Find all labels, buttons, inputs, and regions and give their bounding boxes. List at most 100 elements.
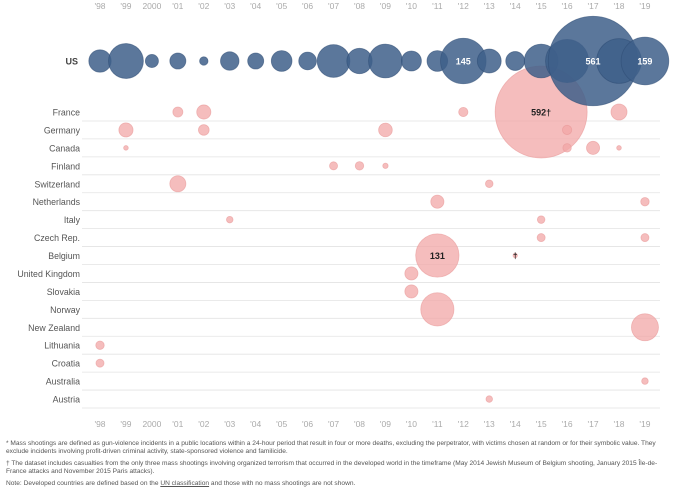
- bubble-germany-02: [198, 124, 210, 136]
- bubble-new-zealand-19: [631, 313, 659, 342]
- country-label-norway: Norway: [50, 305, 80, 315]
- bubble-us-05: [270, 50, 293, 72]
- year-label-top: '13: [484, 1, 495, 11]
- footnote-developed-countries: Note: Developed countries are defined ba…: [6, 479, 356, 487]
- bubble-slovakia-10: [404, 284, 419, 299]
- bubble-us-03: [220, 51, 240, 71]
- data-label-belgium-11: 131: [430, 251, 445, 261]
- footnote-definition: * Mass shootings are defined as gun-viol…: [6, 440, 656, 456]
- bubble-us-14: [505, 51, 526, 71]
- year-label-top: '05: [276, 1, 287, 11]
- bubble-italy-03: [226, 215, 234, 224]
- bubble-france-01: [172, 106, 184, 118]
- year-label-top: '16: [562, 1, 573, 11]
- year-label-bottom: '14: [510, 419, 521, 429]
- footnotes: * Mass shootings are defined as gun-viol…: [6, 440, 668, 491]
- country-label-austria: Austria: [53, 395, 80, 405]
- bubble-croatia-98: [95, 358, 105, 368]
- bubble-germany-16: [562, 124, 573, 135]
- bubble-us-99: [108, 43, 144, 79]
- year-label-bottom: '99: [120, 419, 131, 429]
- bubble-belgium-11: [415, 233, 460, 278]
- year-label-bottom: '13: [484, 419, 495, 429]
- year-label-top: '08: [354, 1, 365, 11]
- year-label-top: '11: [432, 1, 443, 11]
- country-label-netherlands: Netherlands: [33, 197, 81, 207]
- bubble-us-2000: [144, 54, 159, 68]
- bubble-finland-08: [354, 161, 365, 171]
- year-label-top: '01: [172, 1, 183, 11]
- country-label-canada: Canada: [49, 143, 80, 153]
- country-label-australia: Australia: [46, 377, 80, 387]
- country-label-czech-rep: Czech Rep.: [34, 233, 80, 243]
- country-label-united-kingdom: United Kingdom: [17, 269, 80, 279]
- year-label-bottom: '03: [224, 419, 235, 429]
- bubble-switzerland-01: [169, 175, 187, 193]
- year-label-top: '04: [250, 1, 261, 11]
- year-label-top: '15: [536, 1, 547, 11]
- bubble-switzerland-13: [485, 179, 494, 188]
- data-label-belgium-14: †: [513, 252, 517, 261]
- country-label-us: US: [65, 57, 78, 67]
- year-label-bottom: '12: [458, 419, 469, 429]
- bubble-united-kingdom-10: [404, 266, 419, 281]
- year-label-bottom: '18: [613, 419, 624, 429]
- year-label-top: '99: [120, 1, 131, 11]
- country-label-slovakia: Slovakia: [47, 287, 80, 297]
- bubble-france-18: [610, 103, 628, 121]
- bubble-netherlands-11: [430, 194, 445, 209]
- bubble-norway-11: [420, 292, 455, 327]
- year-label-bottom: '04: [250, 419, 261, 429]
- year-label-bottom: '98: [94, 419, 105, 429]
- bubble-us-09: [368, 43, 403, 79]
- country-label-new-zealand: New Zealand: [28, 323, 80, 333]
- footnote-terrorism: † The dataset includes casualties from t…: [6, 459, 658, 476]
- year-label-top: '12: [458, 1, 469, 11]
- bubble-lithuania-98: [95, 340, 105, 350]
- country-label-italy: Italy: [64, 215, 81, 225]
- bubble-italy-15: [536, 215, 546, 224]
- data-label-france-15: 592†: [531, 108, 551, 118]
- bubble-us-07: [316, 44, 351, 78]
- data-label-us-19: 159: [637, 57, 652, 67]
- bubble-canada-17: [586, 140, 600, 155]
- country-label-france: France: [53, 108, 80, 118]
- year-label-bottom: '02: [198, 419, 209, 429]
- data-label-us-17: 561: [586, 57, 601, 67]
- bubble-us-02: [199, 56, 209, 66]
- country-label-lithuania: Lithuania: [44, 341, 80, 351]
- year-label-top: '06: [302, 1, 313, 11]
- year-label-top: '18: [613, 1, 624, 11]
- bubble-germany-99: [118, 122, 134, 138]
- year-label-top: '07: [328, 1, 339, 11]
- country-label-germany: Germany: [44, 125, 81, 135]
- bubble-finland-07: [329, 161, 338, 171]
- bubble-us-10: [400, 50, 422, 72]
- bubble-australia-19: [641, 377, 649, 385]
- bubble-us-04: [247, 52, 265, 70]
- year-label-bottom: '05: [276, 419, 287, 429]
- country-label-belgium: Belgium: [48, 251, 80, 261]
- year-label-bottom: '16: [562, 419, 573, 429]
- year-label-top: '98: [94, 1, 105, 11]
- year-label-top: '09: [380, 1, 391, 11]
- bubble-belgium-14: [512, 252, 518, 259]
- year-label-bottom: '11: [432, 419, 443, 429]
- year-label-top: '14: [510, 1, 521, 11]
- bubble-finland-09: [382, 162, 389, 169]
- bubble-us-13: [476, 48, 502, 74]
- year-label-top: '19: [639, 1, 650, 11]
- year-label-top: 2000: [142, 1, 161, 11]
- country-label-finland: Finland: [51, 161, 80, 171]
- bubble-netherlands-19: [640, 197, 650, 207]
- un-classification-link[interactable]: UN classification: [160, 479, 210, 487]
- year-label-bottom: '07: [328, 419, 339, 429]
- year-label-bottom: '17: [588, 419, 599, 429]
- year-label-bottom: 2000: [142, 419, 161, 429]
- bubble-france-02: [196, 104, 212, 120]
- country-label-croatia: Croatia: [52, 359, 80, 369]
- year-label-bottom: '08: [354, 419, 365, 429]
- year-label-bottom: '19: [639, 419, 650, 429]
- year-label-bottom: '06: [302, 419, 313, 429]
